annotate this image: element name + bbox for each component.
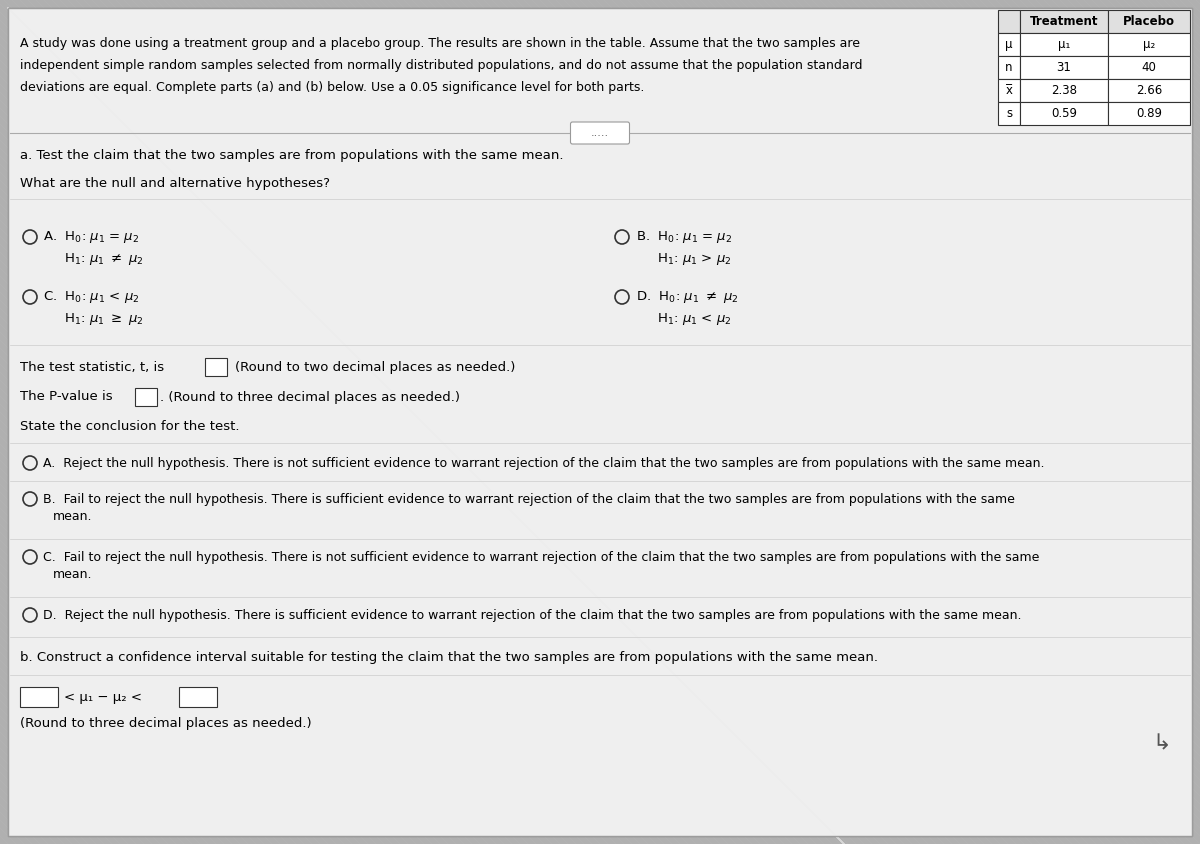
Bar: [1108, 33, 1190, 56]
FancyBboxPatch shape: [570, 122, 630, 144]
Bar: [205, 358, 227, 376]
Text: State the conclusion for the test.: State the conclusion for the test.: [20, 420, 240, 434]
Text: H$_1$: $\mu_1$ < $\mu_2$: H$_1$: $\mu_1$ < $\mu_2$: [636, 311, 732, 327]
Text: H$_1$: $\mu_1$ $\neq$ $\mu_2$: H$_1$: $\mu_1$ $\neq$ $\mu_2$: [43, 251, 144, 267]
Text: A.  Reject the null hypothesis. There is not sufficient evidence to warrant reje: A. Reject the null hypothesis. There is …: [43, 457, 1044, 469]
Text: mean.: mean.: [53, 511, 92, 523]
Text: .....: .....: [590, 128, 610, 138]
Bar: [1020, 56, 1108, 79]
Bar: [1020, 79, 1108, 102]
Text: 2.38: 2.38: [1051, 84, 1078, 97]
Bar: [1108, 79, 1190, 102]
Text: A study was done using a treatment group and a placebo group. The results are sh: A study was done using a treatment group…: [20, 36, 860, 50]
Bar: [179, 687, 217, 707]
Bar: [998, 56, 1020, 79]
Text: H$_1$: $\mu_1$ $\geq$ $\mu_2$: H$_1$: $\mu_1$ $\geq$ $\mu_2$: [43, 311, 144, 327]
Text: D.  Reject the null hypothesis. There is sufficient evidence to warrant rejectio: D. Reject the null hypothesis. There is …: [43, 609, 1021, 621]
Text: 31: 31: [1056, 61, 1072, 74]
Text: The test statistic, t, is: The test statistic, t, is: [20, 360, 164, 374]
Text: D.  H$_0$: $\mu_1$ $\neq$ $\mu_2$: D. H$_0$: $\mu_1$ $\neq$ $\mu_2$: [636, 289, 738, 305]
Text: C.  H$_0$: $\mu_1$ < $\mu_2$: C. H$_0$: $\mu_1$ < $\mu_2$: [43, 289, 139, 305]
Text: x̅: x̅: [1006, 84, 1013, 97]
Text: Treatment: Treatment: [1030, 15, 1098, 28]
Bar: [1020, 33, 1108, 56]
Text: 0.59: 0.59: [1051, 107, 1078, 120]
Text: b. Construct a confidence interval suitable for testing the claim that the two s: b. Construct a confidence interval suita…: [20, 651, 878, 663]
Bar: [20, 687, 58, 707]
Text: < μ₁ − μ₂ <: < μ₁ − μ₂ <: [64, 690, 142, 704]
Text: The P-value is: The P-value is: [20, 391, 113, 403]
Text: μ₂: μ₂: [1142, 38, 1156, 51]
Text: . (Round to three decimal places as needed.): . (Round to three decimal places as need…: [160, 391, 460, 403]
Text: deviations are equal. Complete parts (a) and (b) below. Use a 0.05 significance : deviations are equal. Complete parts (a)…: [20, 80, 644, 94]
Text: 0.89: 0.89: [1136, 107, 1162, 120]
Bar: [998, 79, 1020, 102]
Bar: [998, 102, 1020, 125]
Bar: [1108, 102, 1190, 125]
Bar: [134, 388, 157, 406]
Bar: [1108, 10, 1190, 33]
Bar: [1020, 10, 1108, 33]
Text: B.  H$_0$: $\mu_1$ = $\mu_2$: B. H$_0$: $\mu_1$ = $\mu_2$: [636, 229, 732, 245]
Text: mean.: mean.: [53, 569, 92, 582]
Text: μ: μ: [1006, 38, 1013, 51]
Text: A.  H$_0$: $\mu_1$ = $\mu_2$: A. H$_0$: $\mu_1$ = $\mu_2$: [43, 229, 139, 245]
Bar: [1108, 56, 1190, 79]
Bar: [998, 33, 1020, 56]
Text: B.  Fail to reject the null hypothesis. There is sufficient evidence to warrant : B. Fail to reject the null hypothesis. T…: [43, 493, 1015, 506]
Text: What are the null and alternative hypotheses?: What are the null and alternative hypoth…: [20, 176, 330, 190]
Text: μ₁: μ₁: [1058, 38, 1070, 51]
Text: C.  Fail to reject the null hypothesis. There is not sufficient evidence to warr: C. Fail to reject the null hypothesis. T…: [43, 550, 1039, 564]
Text: 40: 40: [1141, 61, 1157, 74]
Text: Placebo: Placebo: [1123, 15, 1175, 28]
Text: s: s: [1006, 107, 1012, 120]
Text: H$_1$: $\mu_1$ > $\mu_2$: H$_1$: $\mu_1$ > $\mu_2$: [636, 251, 732, 267]
Bar: [998, 10, 1020, 33]
Bar: [1020, 102, 1108, 125]
Text: ↳: ↳: [1153, 733, 1171, 753]
Text: independent simple random samples selected from normally distributed populations: independent simple random samples select…: [20, 58, 863, 72]
Text: (Round to three decimal places as needed.): (Round to three decimal places as needed…: [20, 717, 312, 729]
Text: a. Test the claim that the two samples are from populations with the same mean.: a. Test the claim that the two samples a…: [20, 149, 564, 161]
Text: 2.66: 2.66: [1136, 84, 1162, 97]
Text: n: n: [1006, 61, 1013, 74]
Text: (Round to two decimal places as needed.): (Round to two decimal places as needed.): [235, 360, 515, 374]
